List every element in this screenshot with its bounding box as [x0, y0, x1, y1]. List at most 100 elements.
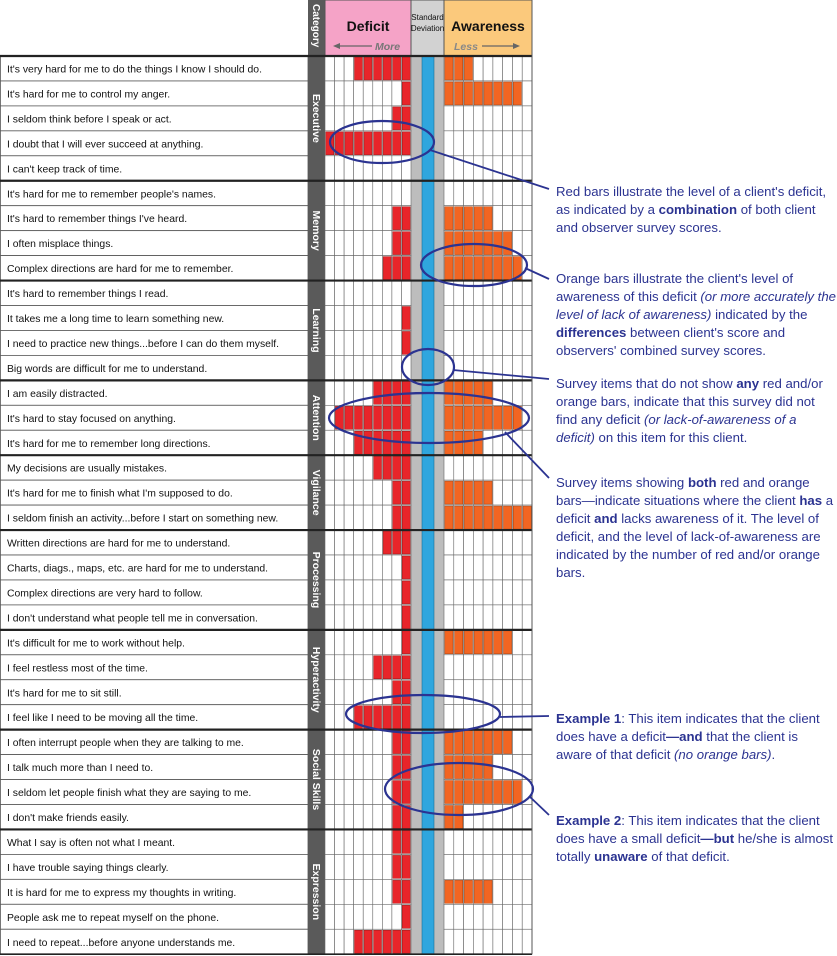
grid-cell — [324, 804, 335, 830]
deficit-bar — [392, 505, 401, 530]
grid-cell — [353, 779, 364, 805]
grid-cell — [362, 230, 374, 256]
grid-cell — [391, 155, 402, 182]
grid-cell — [463, 704, 474, 730]
survey-item-label: I doubt that I will ever succeed at anyt… — [7, 139, 203, 150]
deficit-bar — [401, 755, 411, 779]
awareness-bar — [464, 381, 473, 405]
category-label: Social Skills — [310, 749, 322, 810]
survey-item-row — [0, 729, 309, 756]
survey-item-row — [0, 829, 309, 855]
awareness-bar — [444, 630, 454, 655]
deficit-bar — [401, 780, 411, 804]
grid-cell — [372, 529, 383, 556]
grid-cell — [324, 180, 335, 207]
grid-cell — [463, 604, 474, 631]
grid-cell — [502, 454, 513, 481]
grid-cell — [372, 629, 383, 656]
awareness-bar — [493, 780, 503, 804]
deficit-bar — [354, 930, 363, 954]
grid-cell — [521, 130, 533, 157]
survey-item-label: Big words are difficult for me to unders… — [7, 364, 207, 375]
grid-cell — [334, 554, 345, 581]
grid-cell — [353, 754, 364, 780]
grid-cell — [324, 679, 335, 706]
survey-item-label: It's difficult for me to work without he… — [7, 638, 185, 649]
awareness-bar — [483, 780, 493, 804]
deficit-bar — [382, 256, 392, 280]
grid-cell — [482, 105, 494, 132]
grid-cell — [334, 704, 345, 730]
awareness-bar — [503, 81, 512, 106]
grid-cell — [372, 105, 383, 132]
grid-cell — [521, 679, 533, 706]
survey-item-label: It is hard for me to express my thoughts… — [7, 888, 236, 899]
std-dev-gray-right — [434, 56, 444, 955]
grid-cell — [372, 280, 383, 306]
grid-cell — [334, 155, 345, 182]
grid-cell — [521, 155, 533, 182]
grid-cell — [443, 105, 455, 132]
survey-item-row — [0, 105, 309, 132]
survey-item-label: It's very hard for me to do the things I… — [7, 65, 262, 76]
grid-cell — [512, 729, 523, 755]
std-dev-bar — [421, 55, 435, 955]
grid — [324, 55, 533, 955]
grid-cell — [343, 80, 354, 107]
deficit-bar — [392, 705, 401, 729]
grid-cell — [343, 55, 354, 82]
grid-cell — [382, 155, 393, 182]
grid-cell — [353, 355, 364, 381]
grid-cell — [453, 305, 464, 331]
grid-cell — [492, 454, 503, 481]
grid-cell — [492, 529, 503, 556]
grid-cell — [372, 355, 383, 381]
grid-cell — [362, 854, 374, 880]
grid-cell — [334, 454, 345, 481]
grid-cell — [473, 280, 484, 306]
grid-cell — [512, 55, 523, 82]
survey-item-label: I often misplace things. — [7, 239, 113, 250]
grid-cell — [443, 903, 455, 930]
deficit-bar — [401, 705, 411, 729]
awareness-bar — [454, 730, 464, 754]
grid-cell — [502, 754, 513, 780]
grid-cell — [334, 205, 345, 231]
grid-cell — [382, 180, 393, 207]
awareness-bar — [464, 56, 473, 81]
grid-cell — [453, 854, 464, 880]
survey-item-row — [0, 629, 309, 656]
deficit-bar — [401, 555, 411, 580]
grid-cell — [502, 854, 513, 880]
awareness-bar — [483, 256, 493, 280]
awareness-bar — [483, 81, 493, 106]
survey-item-label: I talk much more than I need to. — [7, 763, 153, 774]
grid-cell — [324, 230, 335, 256]
grid-cell — [521, 729, 533, 755]
annotation-text: red and/or orange bars, indicate that th… — [556, 376, 823, 427]
grid-cell — [343, 305, 354, 331]
grid-cell — [382, 629, 393, 656]
grid-cell — [343, 330, 354, 356]
survey-item-label: Charts, diags., maps, etc. are hard for … — [7, 564, 268, 575]
deficit-bar — [401, 730, 411, 754]
grid-cell — [492, 554, 503, 581]
grid-cell — [343, 679, 354, 706]
grid-cell — [382, 729, 393, 755]
grid-cell — [391, 604, 402, 631]
survey-item-row — [0, 854, 309, 880]
grid-cell — [492, 305, 503, 331]
grid-cell — [362, 604, 374, 631]
deficit-bar — [401, 655, 411, 679]
std-dev-gray-left — [411, 56, 422, 955]
awareness-bar — [512, 780, 522, 804]
grid-cell — [324, 654, 335, 681]
awareness-bar — [454, 56, 464, 81]
deficit-bar — [401, 680, 411, 704]
grid-cell — [334, 903, 345, 930]
grid-cell — [334, 779, 345, 805]
deficit-bar — [373, 381, 382, 405]
grid-cell — [324, 579, 335, 606]
grid-cell — [482, 180, 494, 207]
survey-item-label: It's hard for me to finish what I'm supp… — [7, 489, 233, 500]
